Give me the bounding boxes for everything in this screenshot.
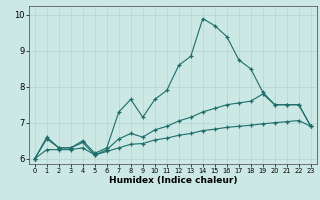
X-axis label: Humidex (Indice chaleur): Humidex (Indice chaleur) xyxy=(108,176,237,185)
